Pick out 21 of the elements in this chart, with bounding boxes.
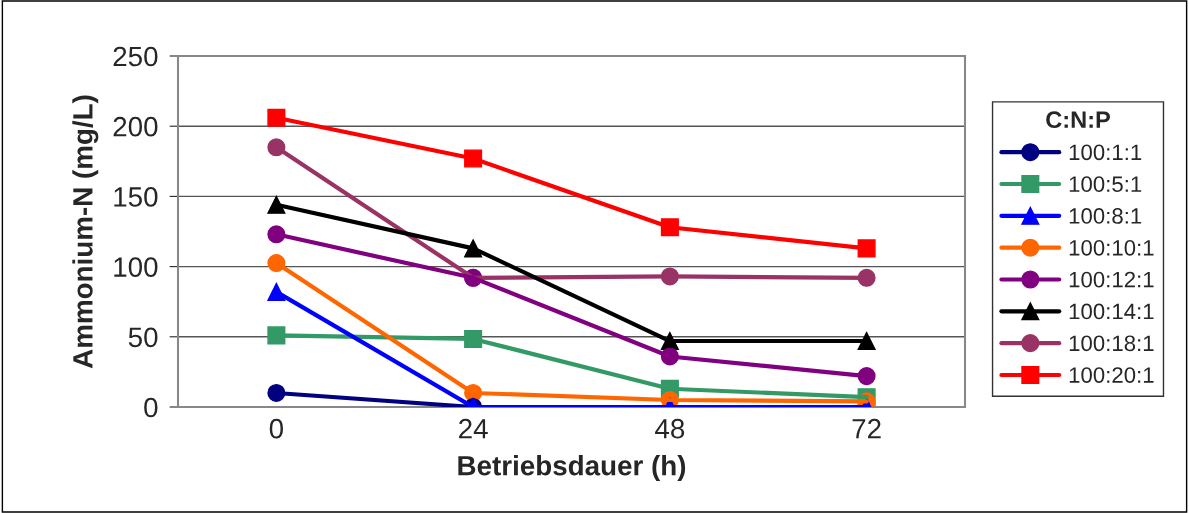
y-tick-label: 200 <box>113 116 158 137</box>
y-tick-label: 100 <box>114 257 158 277</box>
y-tick-label: 0 <box>144 397 158 418</box>
legend-title: C:N:P <box>1046 111 1110 129</box>
x-axis-title: Betriebsdauer (h) <box>458 455 686 482</box>
x-tick-label: 24 <box>459 418 488 439</box>
legend-label: 100:1:1 <box>1069 144 1142 161</box>
legend-label: 100:12:1 <box>1069 271 1154 288</box>
y-tick-label: 150 <box>114 187 158 207</box>
y-tick-label: 250 <box>113 46 158 67</box>
y-axis-title: Ammonium-N (mg/L) <box>72 95 99 369</box>
x-tick-label: 0 <box>269 418 284 439</box>
x-tick-label: 48 <box>655 418 685 439</box>
legend-label: 100:20:1 <box>1069 367 1154 383</box>
legend-label: 100:18:1 <box>1069 335 1154 352</box>
legend-label: 100:5:1 <box>1069 176 1142 193</box>
x-tick-label: 72 <box>852 418 881 439</box>
legend-label: 100:8:1 <box>1069 208 1142 224</box>
legend-label: 100:10:1 <box>1069 239 1154 256</box>
legend-label: 100:14:1 <box>1069 303 1154 320</box>
y-tick-label: 50 <box>128 327 158 348</box>
